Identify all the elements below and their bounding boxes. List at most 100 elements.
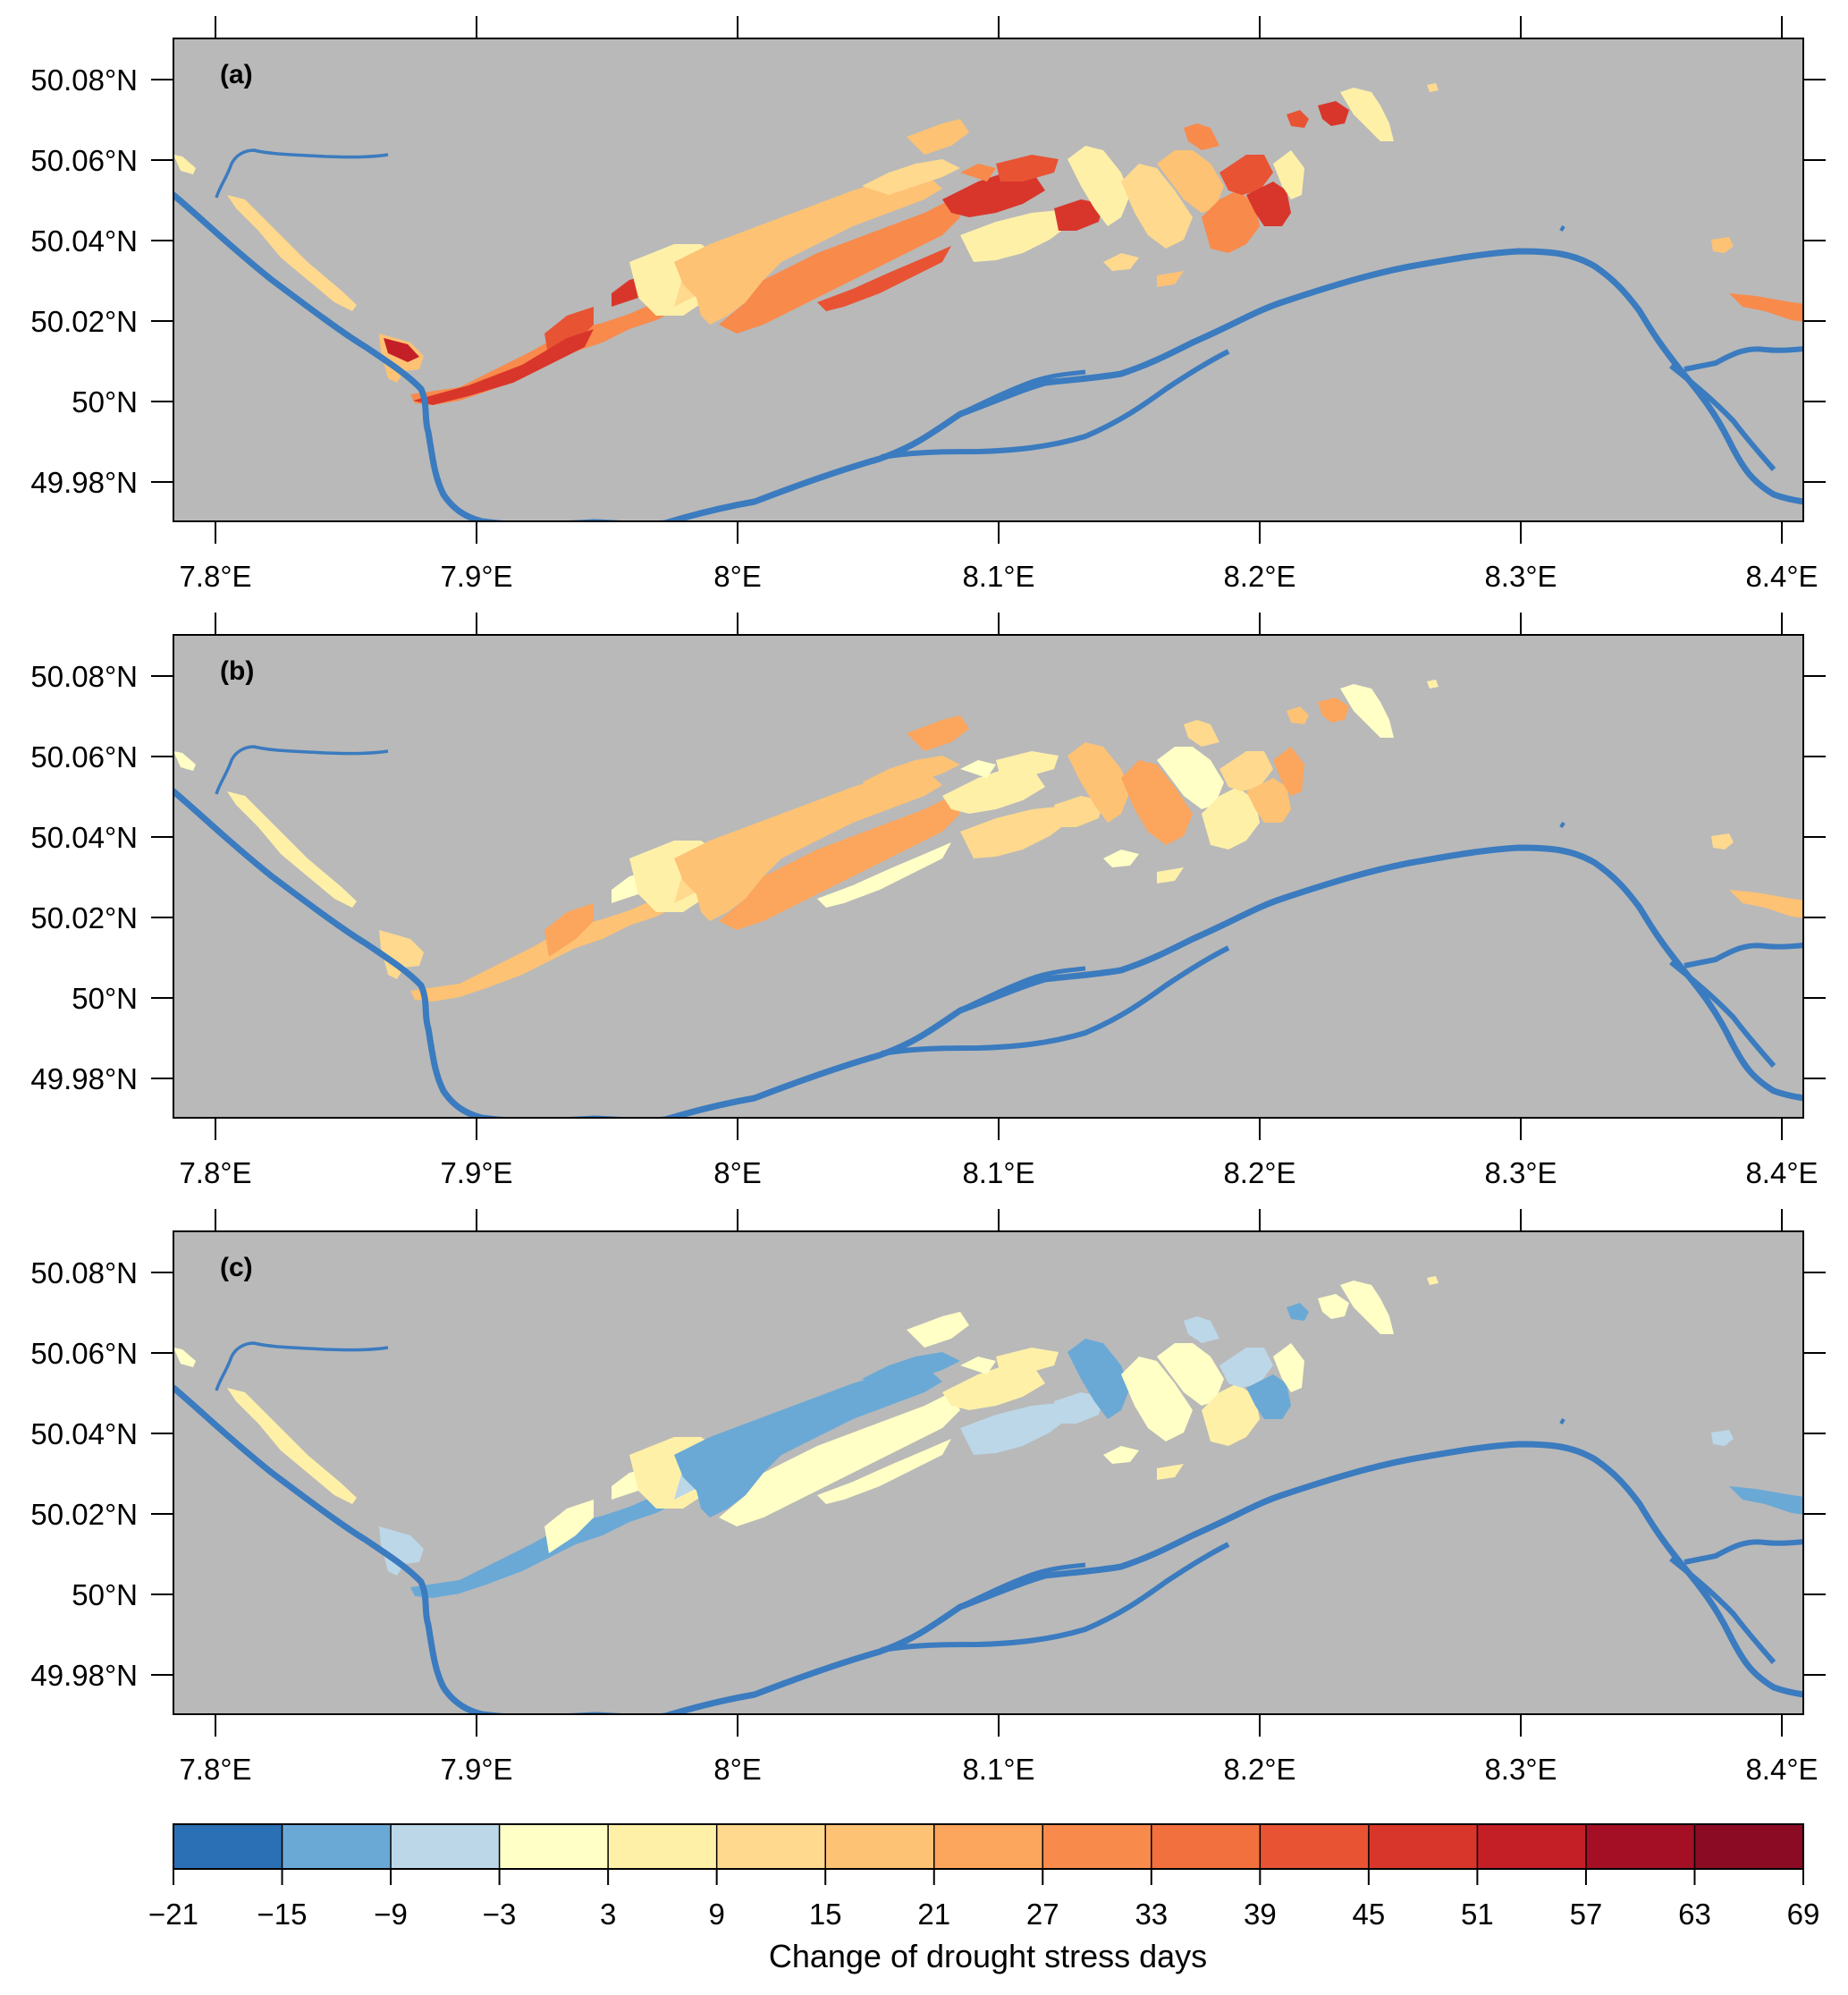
colorbar-cell [173,1824,283,1869]
colorbar-cell [933,1824,1043,1869]
y-tick-label: 50.06°N [30,144,138,177]
x-tick-label: 8.3°E [1484,1753,1557,1786]
vineyard-patch [1427,83,1439,92]
vineyard-patch [1157,271,1184,287]
river-line [956,966,1086,1014]
panel-label: (c) [220,1253,253,1282]
vineyard-patch [413,329,594,405]
river-line [881,945,1230,1056]
vineyard-patch [960,164,996,182]
x-tick-label: 7.8°E [179,1753,251,1786]
x-tick-label: 7.9°E [440,560,512,593]
vineyard-patch [960,1403,1067,1455]
colorbar-tick-label: 63 [1678,1898,1711,1931]
y-tick-label: 50.08°N [30,660,138,693]
colorbar-tick-label: 39 [1244,1898,1277,1931]
colorbar-tick-label: −9 [374,1898,408,1931]
vineyard-patch [1184,123,1219,150]
vineyard-patch [1157,150,1224,213]
vineyard-patch [996,155,1059,182]
river-line [173,1384,1803,1714]
vineyard-patch [1246,1374,1291,1419]
vineyard-areas [173,83,1803,405]
river-line [1559,224,1565,232]
vineyard-areas [173,1276,1803,1598]
vineyard-patch [1067,146,1130,226]
x-tick-label: 8.2°E [1223,560,1295,593]
map-panels: (a) 7.8°E 7.9°E 8°E 8.1°E 8.2°E 8.3°E 8.4°E 50.0… [30,16,1826,1786]
y-tick-label: 49.98°N [30,1062,138,1095]
river-line [881,349,1230,460]
vineyard-patch [227,791,357,908]
vineyard-patch [1054,1392,1103,1424]
x-tick-label: 8.1°E [962,1156,1034,1189]
vineyard-patch [817,1439,951,1504]
x-tick-label: 8.4°E [1745,1156,1818,1189]
river-line [1683,1539,1803,1565]
vineyard-patch [942,767,1045,814]
colorbar: −21 −15 −9 −3 3 9 15 21 27 33 39 45 51 57 63 69 Change … [148,1823,1819,1974]
vineyard-patch [544,903,594,957]
vineyard-patch [1246,778,1291,823]
vineyard-patch [907,119,969,155]
colorbar-cell [499,1824,609,1869]
vineyard-patch [1318,101,1349,126]
map-panel: (a) 7.8°E 7.9°E 8°E 8.1°E 8.2°E 8.3°E 8.4°E 50.0… [30,16,1826,593]
panel-label: (b) [220,656,254,686]
vineyard-patch [960,807,1067,858]
colorbar-ticks: −21 −15 −9 −3 3 9 15 21 27 33 39 45 51 57 63 69 [148,1824,1819,1931]
river-line [215,148,389,199]
vineyard-patch [1103,1446,1139,1464]
y-tick-label: 50.04°N [30,821,138,854]
colorbar-cell [1151,1824,1261,1869]
vineyard-patch [674,1365,942,1517]
x-tick-label: 8.3°E [1484,560,1557,593]
river-line [881,1542,1230,1653]
vineyard-patch [1287,706,1309,724]
y-tick-label: 50°N [72,982,138,1015]
vineyard-patch [1287,1303,1309,1321]
colorbar-tick-label: 51 [1461,1898,1494,1931]
colorbar-cell [391,1824,501,1869]
x-tick-label: 8.1°E [962,1753,1034,1786]
y-tick-label: 50.08°N [30,63,138,97]
colorbar-cell [1477,1824,1587,1869]
vineyard-patch [1318,697,1349,723]
y-tick-label: 49.98°N [30,1659,138,1692]
river-line [173,788,1803,1118]
colorbar-tick-label: 21 [917,1898,950,1931]
colorbar-cell [608,1824,718,1869]
vineyard-patch [1202,787,1260,850]
vineyard-patch [1273,1343,1304,1392]
colorbar-tick-label: −3 [483,1898,517,1931]
vineyard-patch [1729,890,1803,918]
vineyard-patch [719,796,960,930]
vineyard-patch [227,1388,357,1504]
vineyard-patch [379,1526,424,1576]
vineyard-patch [1157,747,1224,809]
colorbar-frame [173,1823,1804,1870]
x-tick-label: 8°E [713,1156,762,1189]
map-background [173,635,1803,1118]
colorbar-cell [1585,1824,1695,1869]
colorbar-tick-label: 27 [1026,1898,1059,1931]
vineyard-patch [1318,1294,1349,1319]
colorbar-tick-label: 15 [809,1898,842,1931]
colorbar-tick-label: 9 [708,1898,724,1931]
y-tick-label: 49.98°N [30,466,138,499]
y-tick-label: 50.02°N [30,305,138,338]
vineyard-patch [1121,1357,1193,1441]
river-lines [173,148,1803,521]
vineyard-patch [1121,164,1193,249]
panel-label: (a) [220,60,253,89]
x-tick-label: 8.4°E [1745,1753,1818,1786]
vineyard-areas [173,680,1803,1002]
vineyard-patch [862,159,960,195]
river-lines [173,1341,1803,1714]
river-line [1683,943,1803,968]
x-tick-label: 7.9°E [440,1753,512,1786]
colorbar-cell [716,1824,826,1869]
vineyard-patch [862,756,960,791]
vineyard-patch [379,930,424,979]
